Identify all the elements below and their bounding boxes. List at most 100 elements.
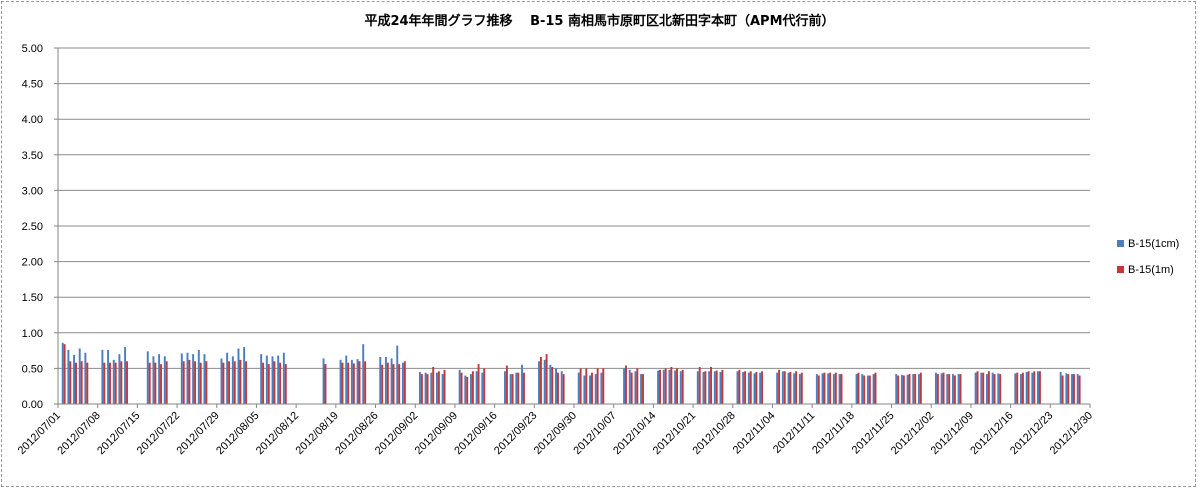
bar bbox=[114, 362, 117, 404]
bar bbox=[443, 369, 446, 404]
bar bbox=[84, 352, 87, 404]
bar bbox=[75, 362, 77, 404]
bar bbox=[543, 359, 546, 404]
bar bbox=[778, 369, 781, 404]
bar bbox=[721, 369, 724, 404]
bar bbox=[787, 372, 790, 404]
bar bbox=[118, 354, 121, 404]
bar bbox=[755, 371, 758, 404]
bar bbox=[226, 352, 229, 404]
bar bbox=[418, 371, 421, 404]
bar bbox=[662, 369, 665, 404]
bar bbox=[424, 372, 427, 404]
bar bbox=[594, 374, 597, 404]
bar bbox=[753, 373, 756, 404]
bar bbox=[504, 371, 506, 404]
bar bbox=[152, 356, 155, 404]
bar bbox=[657, 370, 660, 404]
bar bbox=[1067, 374, 1070, 404]
bar bbox=[356, 359, 359, 404]
bar bbox=[1020, 374, 1022, 404]
bar bbox=[154, 362, 157, 404]
bar bbox=[267, 364, 270, 404]
bar bbox=[522, 372, 525, 404]
x-tick-label: 2012/12/30 bbox=[1048, 410, 1095, 457]
bar bbox=[974, 372, 977, 404]
bar bbox=[628, 369, 631, 404]
bar bbox=[80, 361, 83, 404]
bar bbox=[1031, 372, 1034, 404]
bar bbox=[358, 361, 361, 404]
bar bbox=[679, 371, 682, 404]
y-tick-label: 2.50 bbox=[22, 221, 43, 233]
bar bbox=[101, 349, 104, 404]
bar bbox=[986, 374, 988, 404]
bar bbox=[829, 372, 832, 404]
bar bbox=[710, 366, 713, 404]
bar bbox=[832, 374, 835, 404]
bar bbox=[396, 345, 399, 404]
bar bbox=[744, 371, 747, 404]
bar bbox=[78, 348, 81, 404]
bar bbox=[538, 361, 540, 404]
bar bbox=[379, 357, 382, 404]
y-axis-ticks: 0.00 0.50 1.00 1.50 2.00 2.50 3.00 3.50 4.00 4.50… bbox=[22, 43, 58, 411]
bar bbox=[197, 349, 200, 404]
bar bbox=[67, 349, 70, 404]
bar bbox=[583, 375, 586, 404]
bar bbox=[742, 371, 745, 404]
bar bbox=[902, 375, 905, 404]
bar bbox=[61, 342, 64, 404]
bar bbox=[109, 362, 111, 404]
bar bbox=[364, 361, 367, 404]
bar bbox=[668, 369, 671, 404]
bar bbox=[715, 370, 718, 404]
bar bbox=[861, 374, 864, 404]
bar bbox=[481, 372, 484, 404]
bar bbox=[228, 361, 231, 404]
bar bbox=[279, 362, 282, 404]
bar bbox=[747, 372, 750, 404]
legend: B-15(1cm) B-15(1m) bbox=[1117, 238, 1179, 276]
bar bbox=[403, 361, 406, 404]
bar bbox=[1059, 371, 1062, 404]
bar bbox=[521, 364, 523, 404]
bar bbox=[505, 365, 508, 404]
bar bbox=[602, 368, 605, 404]
bar bbox=[713, 371, 716, 404]
bar bbox=[1033, 371, 1036, 404]
bar bbox=[640, 374, 643, 404]
bar bbox=[163, 356, 166, 404]
y-tick-label: 5.00 bbox=[22, 43, 43, 55]
bar bbox=[386, 362, 389, 404]
bar bbox=[107, 349, 110, 404]
bar bbox=[203, 354, 206, 404]
bar bbox=[430, 372, 433, 404]
bar bbox=[991, 372, 994, 404]
bar bbox=[165, 361, 168, 404]
bar bbox=[146, 351, 149, 404]
bar bbox=[800, 372, 803, 404]
bar bbox=[936, 374, 939, 404]
bar bbox=[789, 371, 792, 404]
bar bbox=[339, 359, 342, 404]
bar bbox=[63, 344, 66, 404]
bar bbox=[585, 368, 588, 404]
bar bbox=[551, 366, 554, 404]
bar bbox=[186, 352, 189, 404]
y-tick-label: 2.00 bbox=[22, 257, 43, 269]
bar bbox=[1072, 374, 1075, 404]
bar bbox=[271, 356, 274, 404]
bar bbox=[220, 358, 223, 404]
bar bbox=[623, 368, 626, 404]
bar bbox=[681, 369, 684, 404]
bar bbox=[556, 372, 559, 404]
bar bbox=[511, 374, 514, 404]
bar bbox=[1037, 371, 1039, 404]
bar bbox=[464, 375, 467, 404]
x-tick-label: 2012/10/28 bbox=[690, 410, 737, 457]
bar bbox=[243, 347, 246, 404]
bar bbox=[160, 364, 162, 404]
